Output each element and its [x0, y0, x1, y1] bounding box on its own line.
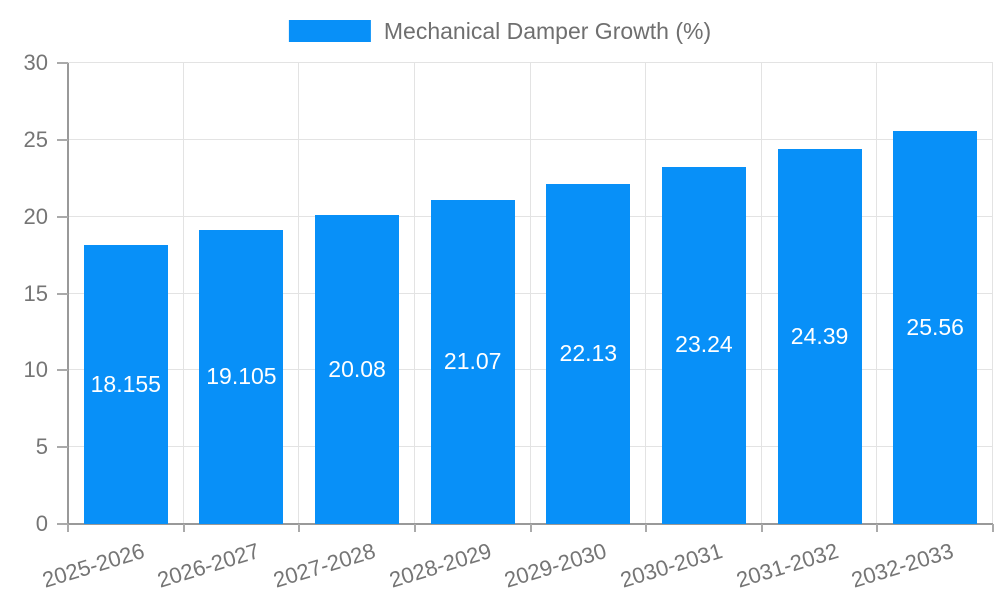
gridline-horizontal: [68, 62, 993, 63]
y-axis-tick: [57, 215, 68, 218]
gridline-horizontal: [68, 292, 993, 294]
legend-label: Mechanical Damper Growth (%): [383, 18, 712, 44]
y-axis-tick: [57, 62, 68, 64]
gridline-vertical: [645, 63, 647, 524]
bar-value-label: 18.155: [90, 370, 161, 397]
y-axis-label: 0: [35, 511, 48, 536]
y-axis-tick: [57, 446, 68, 449]
bar-value-label: 21.07: [443, 348, 502, 375]
gridline-vertical: [529, 63, 531, 524]
bar-value-label: 25.56: [906, 313, 964, 340]
gridline-vertical: [876, 63, 878, 524]
bar[interactable]: [777, 149, 862, 524]
bar[interactable]: [199, 230, 284, 524]
plot-area: 0 5 10 15 20 25 30 18.155 2025-2026 19.105 2026-20…: [24, 50, 994, 593]
y-axis-tick: [57, 523, 68, 525]
bar[interactable]: [661, 166, 746, 524]
y-axis-label: 15: [23, 280, 48, 306]
y-axis-label: 30: [23, 50, 48, 75]
bar-value-label: 22.13: [559, 339, 618, 366]
bar[interactable]: [546, 183, 631, 524]
bar-value-label: 24.39: [790, 322, 849, 349]
y-axis-label: 20: [23, 203, 48, 229]
x-axis-tick: [992, 524, 994, 532]
y-axis-tick: [57, 292, 68, 295]
bar[interactable]: [315, 215, 400, 524]
x-axis-tick: [645, 524, 648, 532]
gridline-horizontal: [68, 215, 993, 217]
x-axis-tick: [760, 524, 763, 532]
y-axis-label: 5: [35, 434, 48, 460]
x-axis-tick: [298, 524, 301, 532]
bar[interactable]: [83, 245, 168, 524]
bar-value-label: 20.08: [328, 355, 386, 382]
gridline-vertical: [992, 63, 993, 524]
x-axis-tick: [529, 524, 532, 532]
x-axis-tick: [876, 524, 879, 532]
x-axis-tick: [182, 524, 185, 532]
bar[interactable]: [893, 131, 978, 524]
gridline-horizontal: [68, 138, 993, 140]
bar[interactable]: [430, 200, 515, 524]
legend[interactable]: Mechanical Damper Growth (%): [288, 18, 712, 44]
x-axis-tick: [413, 524, 416, 532]
y-axis-label: 25: [23, 126, 48, 152]
bar-value-label: 23.24: [675, 331, 733, 358]
gridline-vertical: [298, 63, 300, 524]
legend-swatch-icon: [288, 20, 371, 42]
gridline-horizontal: [68, 446, 993, 448]
gridline-horizontal: [68, 369, 993, 371]
gridline-vertical: [182, 63, 184, 524]
y-axis-label: 10: [23, 357, 48, 383]
y-axis-tick: [57, 369, 68, 372]
gridline-vertical: [760, 63, 762, 524]
y-axis-line: [67, 63, 69, 532]
y-axis-tick: [57, 138, 68, 141]
bar-value-label: 19.105: [206, 363, 277, 390]
x-axis-tick: [67, 524, 69, 532]
gridline-vertical: [413, 63, 415, 524]
